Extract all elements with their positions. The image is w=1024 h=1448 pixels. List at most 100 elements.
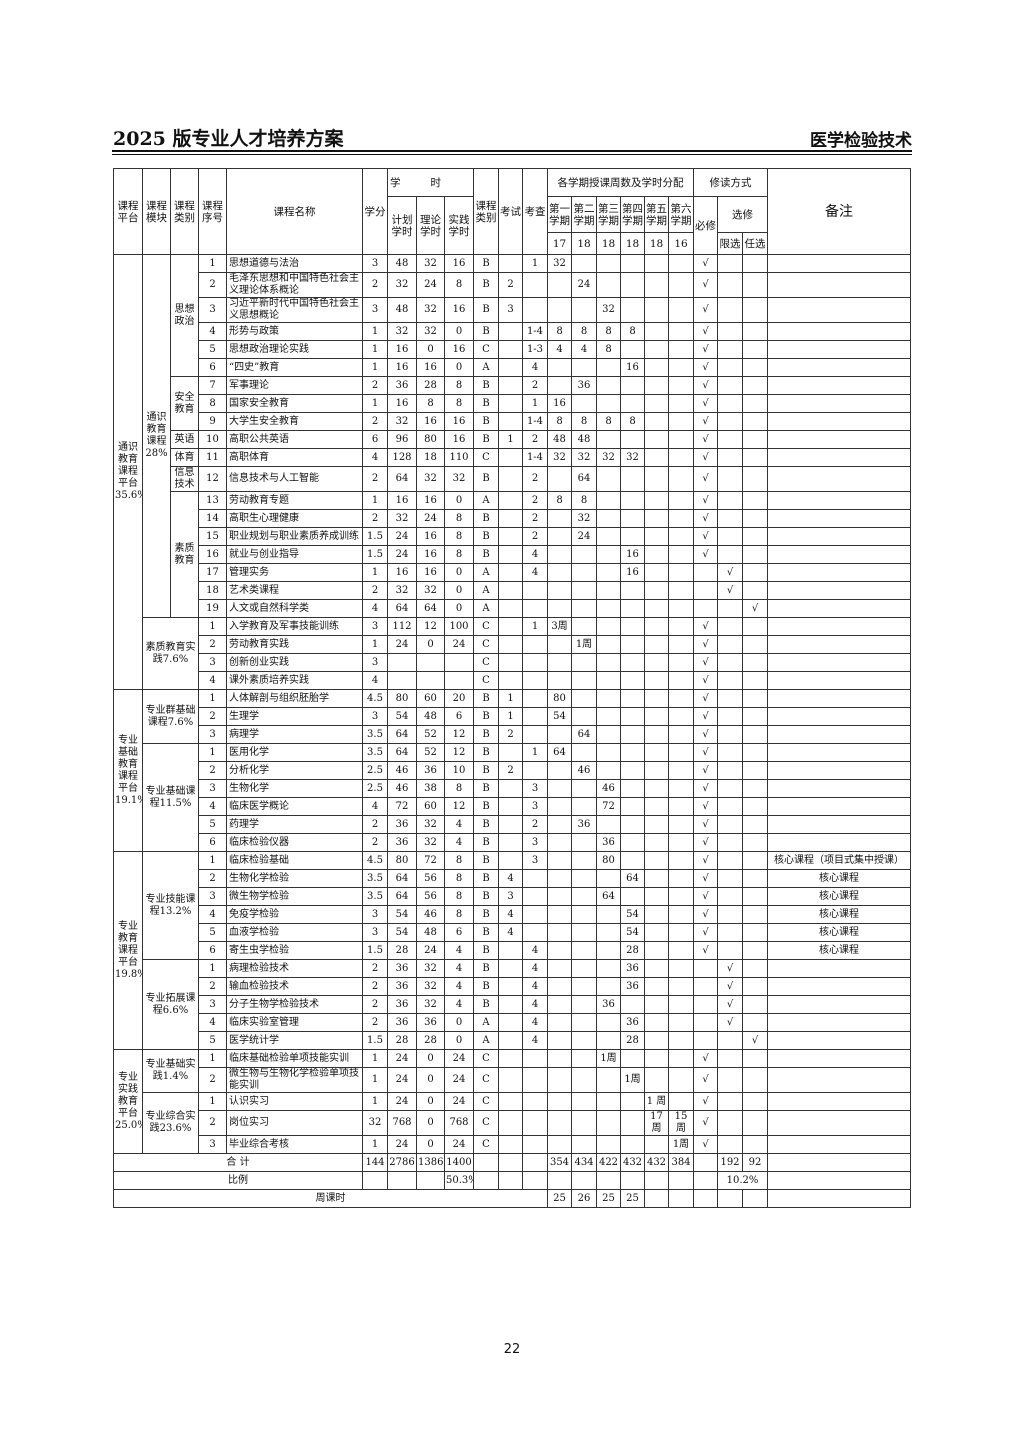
cell-theory-hours: 32 <box>416 815 445 834</box>
cell-optional <box>742 340 768 359</box>
cell-semester-3 <box>596 1135 621 1154</box>
cell-plan-hours: 32 <box>387 581 417 600</box>
cell-type: B <box>473 797 499 816</box>
cell-semester-4 <box>620 779 645 798</box>
cell-check: 2 <box>522 466 548 492</box>
cell-practice-hours: 8 <box>444 509 474 528</box>
cell-note <box>767 509 911 528</box>
cell-seq: 2 <box>198 977 227 996</box>
cell-semester-6 <box>668 430 694 449</box>
table-row: 4 课外素质培养实践 4 C √ <box>114 671 911 690</box>
cell-semester-4: 1周 <box>620 1067 645 1093</box>
cell-semester-3 <box>596 617 621 636</box>
cell-semester-3 <box>596 509 621 528</box>
table-row: 4 形势与政策 1 32 32 0 B 1-4 8 8 8 8 √ <box>114 322 911 341</box>
cell-limited <box>717 322 743 341</box>
cell-name: 病理学 <box>226 725 363 744</box>
cell-exam: 4 <box>498 869 523 888</box>
cell-name: 形势与政策 <box>226 322 363 341</box>
cell-check: 3 <box>522 851 548 870</box>
cell-plan-hours: 24 <box>387 527 417 546</box>
cell-semester-4: 36 <box>620 1013 645 1032</box>
table-row: 18 艺术类课程 2 32 32 0 A √ <box>114 581 911 600</box>
cell-name: 管理实务 <box>226 563 363 582</box>
cell-required: √ <box>693 1067 718 1093</box>
cell-semester-4 <box>620 599 645 618</box>
cell-practice-hours: 20 <box>444 689 474 708</box>
cell-semester-5 <box>644 412 669 431</box>
cell-theory-hours: 38 <box>416 779 445 798</box>
cell-semester-2 <box>571 689 597 708</box>
cell-semester-2 <box>571 869 597 888</box>
cell-limited <box>717 869 743 888</box>
cell-required: √ <box>693 797 718 816</box>
cell-type: A <box>473 1013 499 1032</box>
table-row: 2 生理学 3 54 48 6 B 1 54 √ <box>114 707 911 726</box>
cell-semester-5 <box>644 617 669 636</box>
cell-name: 寄生虫学检验 <box>226 941 363 960</box>
cell-required: √ <box>693 887 718 906</box>
cell-optional <box>742 297 768 323</box>
cell-credit: 1 <box>362 563 388 582</box>
cell-credit: 3.5 <box>362 869 388 888</box>
total-semester-6: 384 <box>668 1153 694 1172</box>
cell-required: √ <box>693 833 718 852</box>
table-row: 4 免疫学检验 3 54 46 8 B 4 54 √ 核心课程 <box>114 905 911 924</box>
cell-theory-hours: 16 <box>416 545 445 564</box>
table-row: 5 思想政治理论实践 1 16 0 16 C 1-3 4 4 8 √ <box>114 340 911 359</box>
cell-credit: 2 <box>362 466 388 492</box>
platform-label: 通识教育课程平台35.6% <box>113 254 143 690</box>
cell-optional <box>742 563 768 582</box>
cell-plan-hours: 36 <box>387 1013 417 1032</box>
col-optional: 任选 <box>742 232 768 255</box>
cell-semester-4: 16 <box>620 563 645 582</box>
cell-type: A <box>473 581 499 600</box>
cell-plan-hours: 36 <box>387 995 417 1014</box>
table-body: 通识教育课程平台35.6%通识教育课程28%思想政治1思想道德与法治348321… <box>113 254 911 1208</box>
cell-note <box>767 394 911 413</box>
cell-check <box>522 707 548 726</box>
total-optional: 92 <box>742 1153 768 1172</box>
cell-practice-hours: 4 <box>444 941 474 960</box>
ratio-label: 比例 <box>113 1171 363 1190</box>
cell-type: B <box>473 376 499 395</box>
cell-semester-4 <box>620 815 645 834</box>
cell-plan-hours: 36 <box>387 977 417 996</box>
cell-semester-1 <box>547 923 572 942</box>
cell-credit: 3 <box>362 653 388 672</box>
cell-name: 国家安全教育 <box>226 394 363 413</box>
cell-semester-2: 48 <box>571 430 597 449</box>
cell-required: √ <box>693 671 718 690</box>
cell-type: B <box>473 725 499 744</box>
cell-semester-5 <box>644 581 669 600</box>
cell-credit: 2 <box>362 995 388 1014</box>
cell-exam <box>498 815 523 834</box>
cell-name: “四史”教育 <box>226 358 363 377</box>
cell-name: 高职公共英语 <box>226 430 363 449</box>
cell-theory-hours: 16 <box>416 358 445 377</box>
cell-exam: 2 <box>498 272 523 298</box>
cell-seq: 2 <box>198 1067 227 1093</box>
cell-semester-5 <box>644 545 669 564</box>
cell-name: 微生物与生物化学检验单项技能实训 <box>226 1067 363 1093</box>
cell-optional <box>742 689 768 708</box>
cell-plan-hours: 24 <box>387 1135 417 1154</box>
cell-semester-3 <box>596 977 621 996</box>
total-credit: 144 <box>362 1153 388 1172</box>
table-row: 专业实践教育平台25.0%专业基础实践1.4%1临床基础检验单项技能实训1240… <box>113 1049 911 1154</box>
cell-practice-hours: 8 <box>444 779 474 798</box>
cell-practice-hours: 0 <box>444 563 474 582</box>
cell-note <box>767 491 911 510</box>
cell-check: 3 <box>522 833 548 852</box>
cell-semester-3 <box>596 689 621 708</box>
cell-credit: 1 <box>362 340 388 359</box>
cell-name: 临床检验基础 <box>226 851 363 870</box>
cell-practice-hours: 16 <box>444 430 474 449</box>
cell-type: B <box>473 545 499 564</box>
cell-seq: 1 <box>198 689 227 708</box>
cell-theory-hours: 52 <box>416 743 445 762</box>
cell-semester-4 <box>620 430 645 449</box>
cell-check: 1-4 <box>522 448 548 467</box>
cell-check: 3 <box>522 779 548 798</box>
cell-optional <box>742 448 768 467</box>
